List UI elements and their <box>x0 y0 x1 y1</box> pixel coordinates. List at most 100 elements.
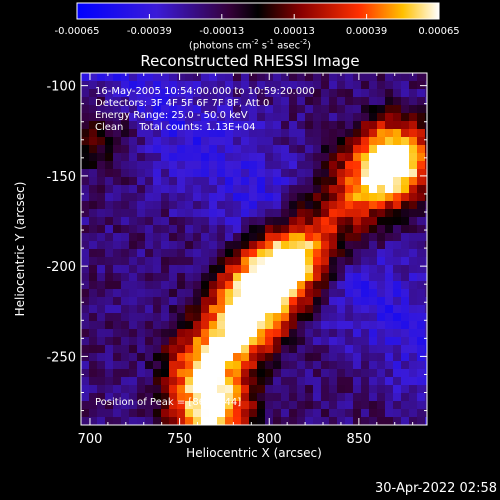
heatmap-cell <box>305 81 314 90</box>
heatmap-cell <box>177 153 186 162</box>
heatmap-cell <box>217 73 226 82</box>
heatmap-cell <box>417 377 426 386</box>
heatmap-cell <box>369 305 378 314</box>
heatmap-cell <box>129 305 138 314</box>
heatmap-cell <box>225 297 234 306</box>
heatmap-cell <box>145 417 154 425</box>
heatmap-cell <box>257 169 266 178</box>
heatmap-cell <box>417 273 426 282</box>
heatmap-cell <box>273 337 282 346</box>
heatmap-cell <box>321 81 330 90</box>
heatmap-cell <box>169 385 178 394</box>
heatmap-cell <box>401 417 410 425</box>
heatmap-cell <box>161 281 170 290</box>
heatmap-cell <box>177 353 186 362</box>
heatmap-cell <box>193 137 202 146</box>
heatmap-cell <box>97 97 106 106</box>
heatmap-cell <box>337 329 346 338</box>
heatmap-cell <box>329 209 338 218</box>
heatmap-cell <box>185 89 194 98</box>
heatmap-cell <box>329 353 338 362</box>
heatmap-cell <box>137 73 146 82</box>
heatmap-cell <box>273 113 282 122</box>
heatmap-cell <box>297 409 306 418</box>
heatmap-cell <box>201 345 210 354</box>
heatmap-cell <box>89 393 98 402</box>
heatmap-cell <box>265 377 274 386</box>
heatmap-cell <box>249 353 258 362</box>
heatmap-cell <box>97 73 106 82</box>
heatmap-cell <box>105 233 114 242</box>
heatmap-cell <box>401 209 410 218</box>
heatmap-cell <box>201 409 210 418</box>
heatmap-cell <box>81 73 90 82</box>
heatmap-cell <box>417 145 426 154</box>
heatmap-cell <box>113 185 122 194</box>
heatmap-cell <box>369 393 378 402</box>
heatmap-cell <box>129 185 138 194</box>
heatmap-cell <box>113 281 122 290</box>
heatmap-cell <box>113 137 122 146</box>
heatmap-cell <box>337 305 346 314</box>
heatmap-cell <box>265 225 274 234</box>
heatmap-cell <box>241 185 250 194</box>
heatmap-cell <box>425 377 427 386</box>
heatmap-cell <box>113 401 122 410</box>
heatmap-cell <box>393 81 402 90</box>
heatmap-cell <box>289 337 298 346</box>
heatmap-cell <box>89 305 98 314</box>
heatmap-cell <box>385 153 394 162</box>
heatmap-cell <box>409 161 418 170</box>
heatmap-cell <box>241 321 250 330</box>
heatmap-cell <box>297 313 306 322</box>
heatmap-cell <box>313 273 322 282</box>
heatmap-cell <box>297 209 306 218</box>
heatmap-cell <box>153 209 162 218</box>
heatmap-cell <box>89 193 98 202</box>
heatmap-cell <box>353 249 362 258</box>
heatmap-cell <box>257 97 266 106</box>
heatmap-cell <box>297 81 306 90</box>
heatmap-cell <box>113 169 122 178</box>
heatmap-cell <box>409 185 418 194</box>
heatmap-cell <box>377 233 386 242</box>
heatmap-cell <box>417 297 426 306</box>
heatmap-cell <box>89 73 98 82</box>
heatmap-cell <box>129 145 138 154</box>
heatmap-cell <box>241 105 250 114</box>
heatmap-cell <box>345 297 354 306</box>
heatmap-cell <box>153 361 162 370</box>
heatmap-cell <box>81 233 90 242</box>
heatmap-cell <box>369 113 378 122</box>
heatmap-cell <box>105 337 114 346</box>
heatmap-cell <box>249 217 258 226</box>
heatmap-cell <box>121 409 130 418</box>
heatmap-cell <box>305 241 314 250</box>
heatmap-cell <box>89 161 98 170</box>
heatmap-cell <box>361 193 370 202</box>
heatmap-cell <box>201 153 210 162</box>
heatmap-cell <box>209 393 218 402</box>
heatmap-cell <box>233 313 242 322</box>
heatmap-cell <box>265 129 274 138</box>
heatmap-cell <box>329 153 338 162</box>
colorbar-unit-label: (photons cm-2 s-1 asec-2) <box>188 38 312 52</box>
heatmap-cell <box>369 225 378 234</box>
heatmap-cell <box>273 97 282 106</box>
heatmap-cell <box>313 105 322 114</box>
heatmap-cell <box>113 337 122 346</box>
heatmap-cell <box>121 89 130 98</box>
heatmap-cell <box>169 201 178 210</box>
heatmap-cell <box>225 369 234 378</box>
heatmap-cell <box>361 121 370 130</box>
heatmap-cell <box>409 129 418 138</box>
heatmap-cell <box>313 353 322 362</box>
heatmap-cell <box>137 265 146 274</box>
heatmap-cell <box>129 409 138 418</box>
heatmap-cell <box>129 153 138 162</box>
heatmap-cell <box>353 409 362 418</box>
heatmap-cell <box>329 385 338 394</box>
heatmap-cell <box>361 161 370 170</box>
heatmap-cell <box>369 185 378 194</box>
heatmap-cell <box>201 313 210 322</box>
